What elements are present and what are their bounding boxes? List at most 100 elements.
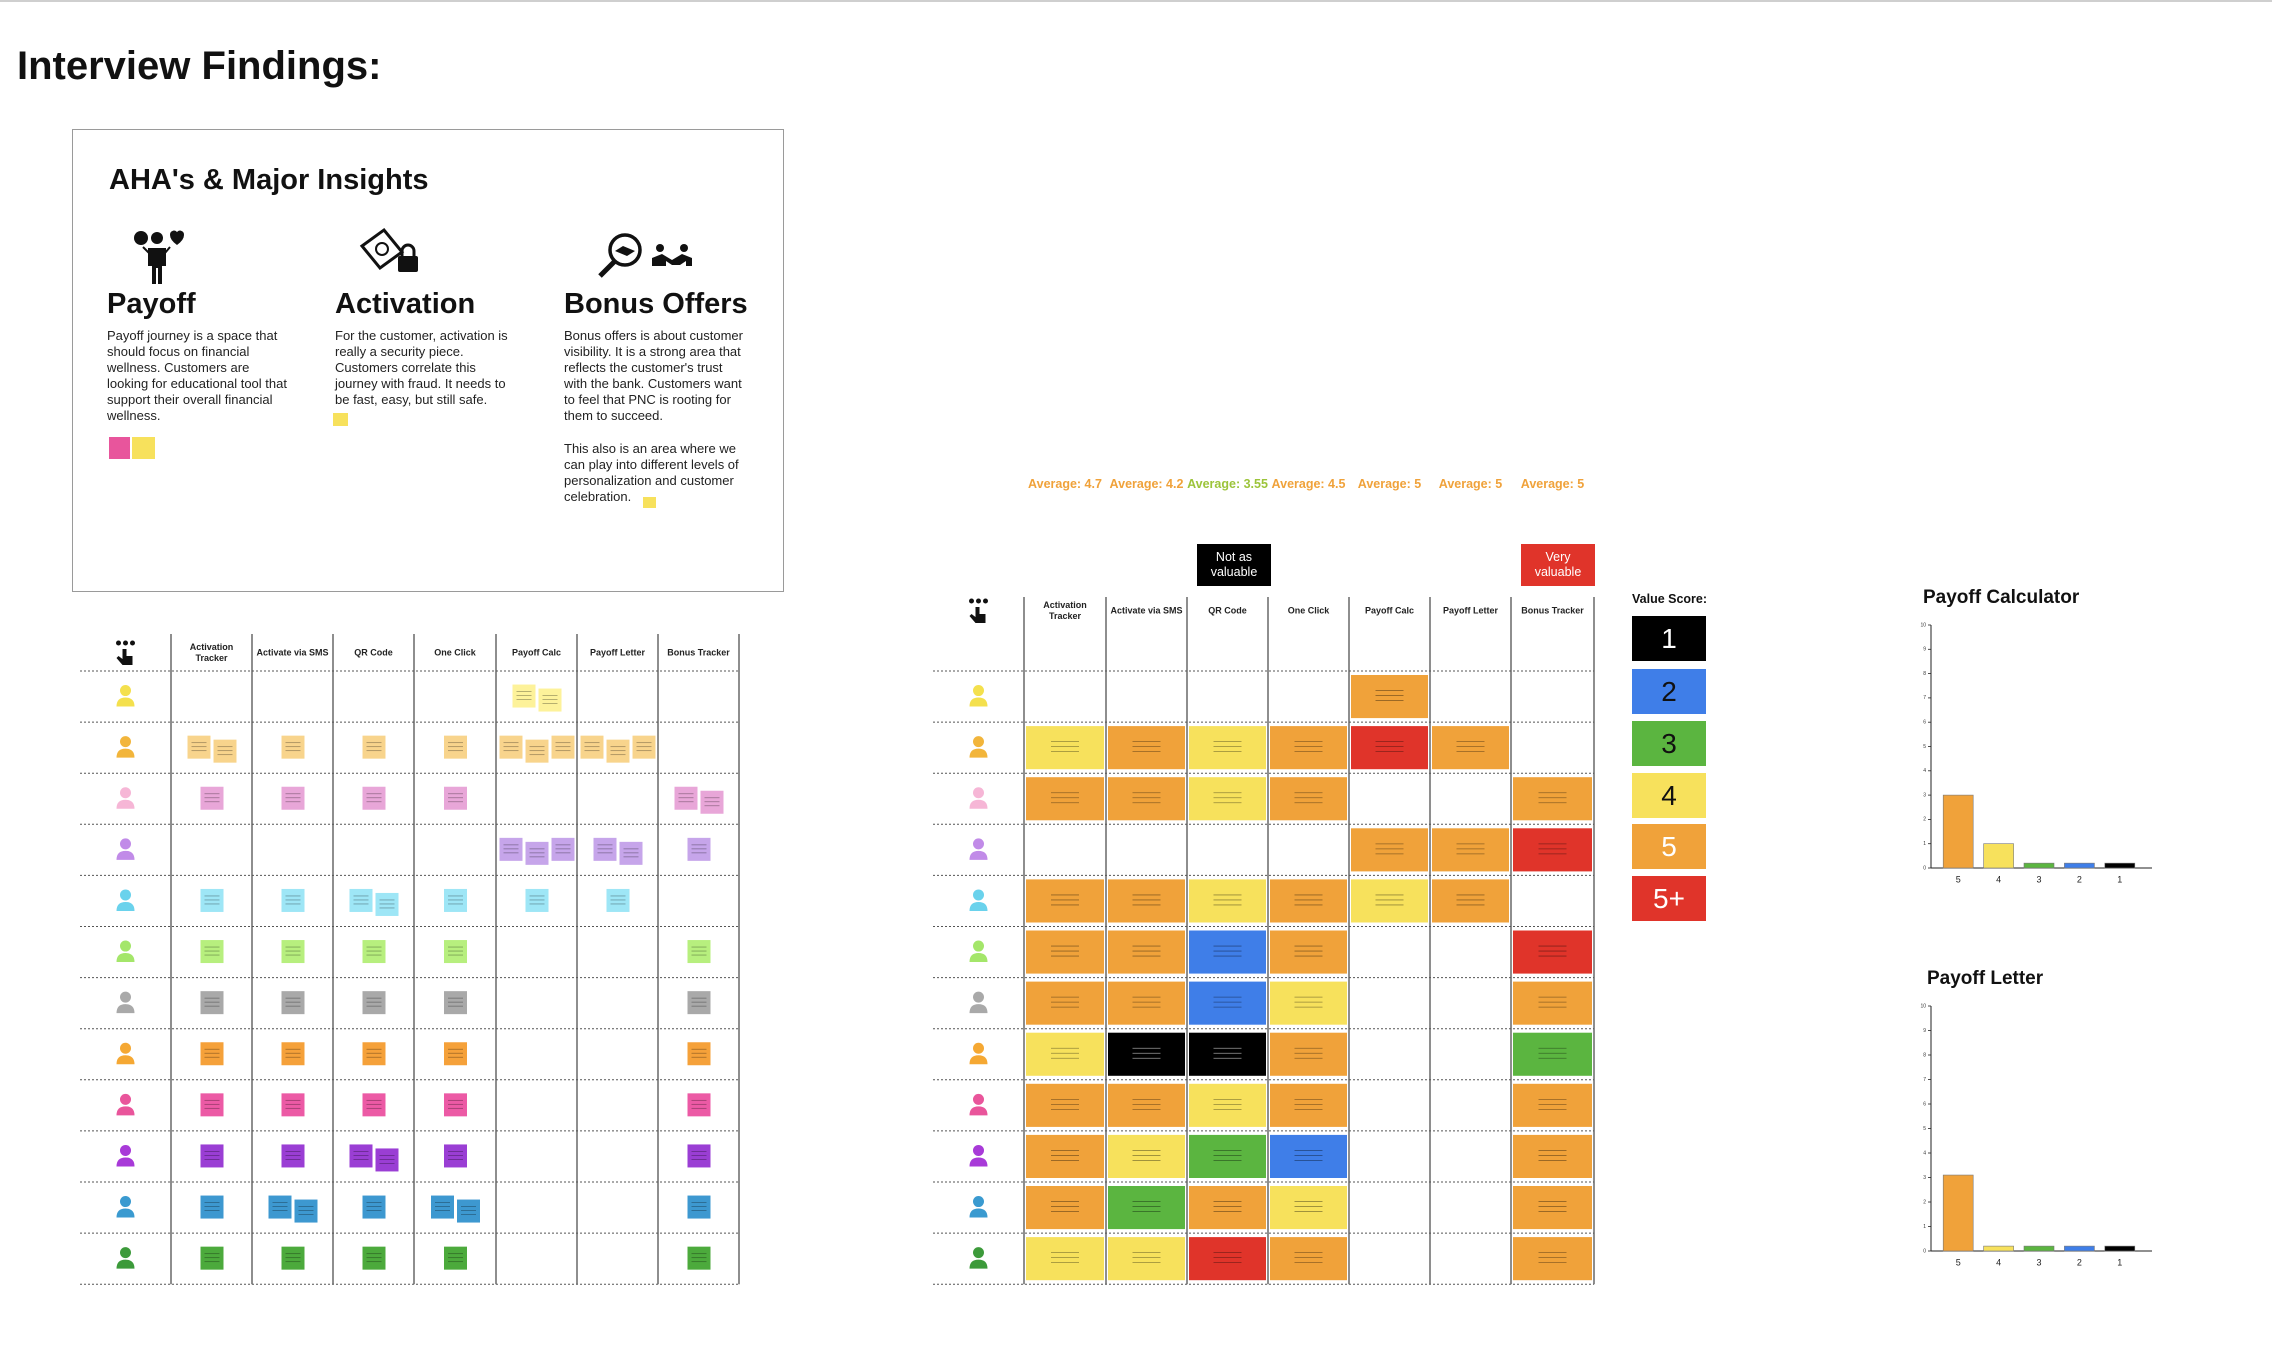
score-cell xyxy=(1351,879,1428,923)
bar xyxy=(2064,1245,2095,1252)
persona-icon xyxy=(120,838,131,850)
sticky-note xyxy=(580,735,604,759)
persona-icon xyxy=(120,787,131,799)
score-cell xyxy=(1513,828,1592,872)
score-cell xyxy=(1026,1083,1104,1127)
sticky-note xyxy=(109,437,130,459)
score-cell xyxy=(1270,1083,1347,1127)
sticky-note-group xyxy=(444,1246,467,1270)
sticky-note xyxy=(499,837,523,861)
persona-icon xyxy=(116,1004,135,1014)
sticky-note xyxy=(687,991,711,1015)
persona-icon xyxy=(973,1144,984,1156)
y-tick-label: 1 xyxy=(1923,1224,1926,1230)
average: Average: 4.5 xyxy=(1271,477,1346,491)
persona-icon xyxy=(969,1106,988,1116)
x-tick-label: 2 xyxy=(2077,874,2082,884)
sticky-note xyxy=(213,739,237,763)
persona-icon xyxy=(116,1259,135,1269)
bar xyxy=(2023,862,2055,869)
persona-icon xyxy=(973,1196,984,1208)
persona-icon xyxy=(969,901,988,911)
sticky-note xyxy=(281,786,305,810)
sticky-note xyxy=(674,786,698,810)
persona-icon xyxy=(120,889,131,901)
score-cell xyxy=(1026,1186,1104,1230)
header-icon xyxy=(969,607,986,623)
sticky-note-group xyxy=(200,786,224,810)
sticky-note xyxy=(362,940,386,964)
score-cell xyxy=(1270,1032,1347,1076)
sticky-note xyxy=(281,1093,305,1117)
sticky-note-group xyxy=(281,991,305,1015)
sticky-note-group xyxy=(431,1195,480,1223)
sticky-note-group xyxy=(200,1246,224,1270)
score-cell xyxy=(1108,1032,1185,1076)
average: Average: 3.55 xyxy=(1187,477,1268,491)
bar xyxy=(2104,862,2136,869)
sticky-note-group xyxy=(281,1093,305,1117)
scale-high: Very valuable xyxy=(1521,544,1595,586)
score-cell xyxy=(1189,777,1266,821)
persona-icon xyxy=(969,748,988,758)
column-header: Payoff Letter xyxy=(1442,605,1498,616)
score-cell xyxy=(1513,1134,1592,1178)
persona-icon xyxy=(973,940,984,952)
persona-icon xyxy=(969,1157,988,1167)
sticky-note xyxy=(444,786,467,810)
section-text: Bonus offers is about customer visibilit… xyxy=(564,328,743,423)
value-score-title: Value Score: xyxy=(1632,592,1708,606)
sticky-note xyxy=(700,790,724,814)
persona-icon xyxy=(969,1055,988,1065)
header-icon xyxy=(983,598,988,604)
insights-card xyxy=(72,129,784,592)
card-title: AHA's & Major Insights xyxy=(109,164,429,196)
score-cell xyxy=(1108,1186,1185,1230)
sticky-note-group xyxy=(444,1093,467,1117)
y-tick-label: 2 xyxy=(1923,1199,1926,1205)
sticky-note xyxy=(200,1144,224,1168)
sticky-note xyxy=(525,841,549,865)
persona-icon xyxy=(120,1196,131,1208)
sticky-note xyxy=(444,940,467,964)
score-cell xyxy=(1270,879,1347,923)
sticky-note-group xyxy=(362,991,386,1015)
header-icon xyxy=(969,598,974,604)
persona-icon xyxy=(116,953,135,963)
page-title: Interview Findings: xyxy=(17,44,382,88)
value-score-box: 3 xyxy=(1632,721,1706,766)
bar xyxy=(1942,794,1974,869)
persona-icon xyxy=(973,991,984,1003)
persona-icon xyxy=(969,1259,988,1269)
persona-icon xyxy=(120,1093,131,1105)
sticky-note xyxy=(444,991,467,1015)
sticky-note xyxy=(643,497,656,508)
column-header: Activation Tracker xyxy=(1043,600,1087,621)
sticky-note-group xyxy=(444,991,467,1015)
x-tick-label: 5 xyxy=(1956,1257,1961,1267)
persona-icon xyxy=(120,940,131,952)
score-cell xyxy=(1108,1083,1185,1127)
section-text: Payoff journey is a space that should fo… xyxy=(107,328,287,423)
bar xyxy=(2023,1245,2055,1252)
column-header: Payoff Calc xyxy=(1364,605,1415,616)
y-tick-label: 3 xyxy=(1923,792,1926,798)
score-cell xyxy=(1432,828,1509,872)
sticky-note xyxy=(281,940,305,964)
sticky-note-group xyxy=(512,684,562,712)
persona-icon xyxy=(973,736,984,748)
score-cell xyxy=(1026,777,1104,821)
persona-icon xyxy=(973,1042,984,1054)
persona-icon xyxy=(120,736,131,748)
sticky-note xyxy=(687,1246,711,1270)
value-score-box: 5+ xyxy=(1632,876,1706,921)
average: Average: 5 xyxy=(1520,477,1585,491)
sticky-note xyxy=(362,786,386,810)
persona-icon xyxy=(969,799,988,809)
value-score-box: 4 xyxy=(1632,773,1706,818)
x-tick-label: 1 xyxy=(2117,1257,2122,1267)
sticky-note xyxy=(444,1093,467,1117)
sticky-note xyxy=(538,688,562,712)
average: Average: 4.2 xyxy=(1109,477,1184,491)
sticky-note-group xyxy=(606,888,630,912)
